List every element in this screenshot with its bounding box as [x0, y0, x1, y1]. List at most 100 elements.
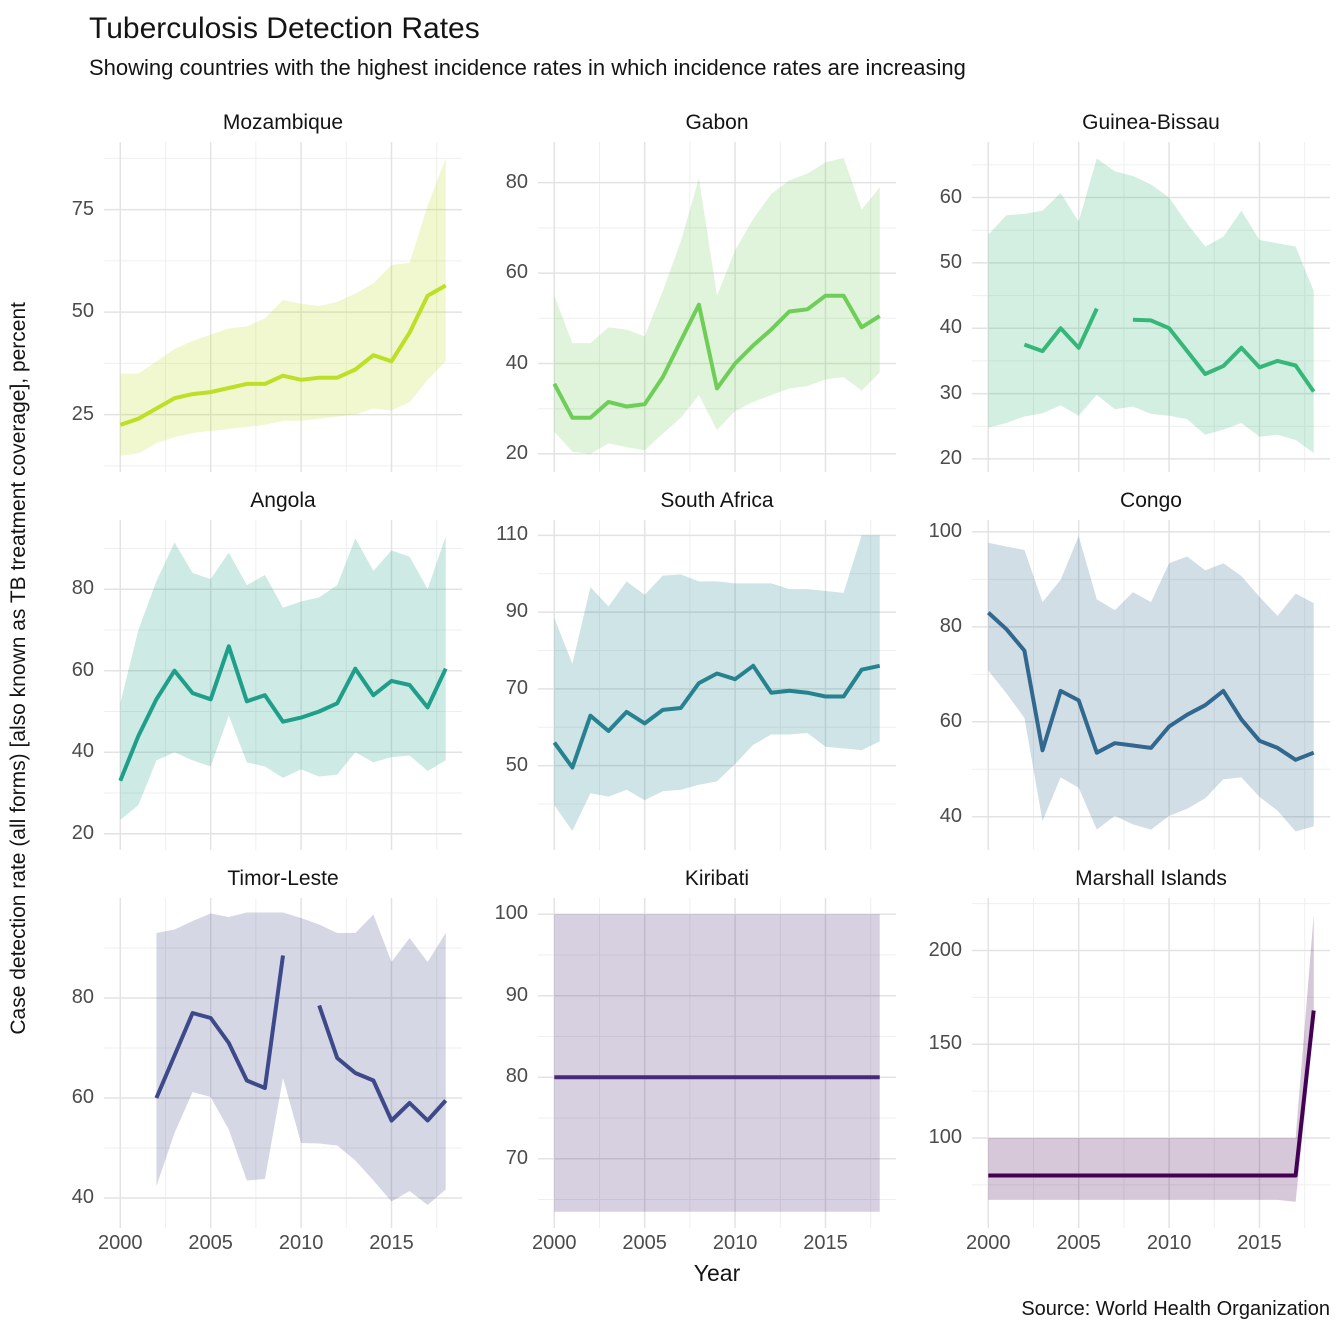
x-tick-label: 2000 — [532, 1232, 577, 1254]
y-tick-label: 25 — [71, 402, 94, 425]
confidence-ribbon — [156, 912, 446, 1205]
y-axis-labels: 20 30 40 50 60 — [908, 142, 972, 472]
y-tick-label: 30 — [939, 381, 962, 404]
x-tick-label: 2010 — [712, 1232, 758, 1254]
y-tick-label: 40 — [71, 1186, 94, 1208]
facet-plot-row: 50 70 90 110 — [474, 520, 908, 850]
y-tick-label: 20 — [505, 441, 528, 464]
x-tick-label: 2005 — [622, 1232, 667, 1254]
y-tick-label: 80 — [505, 1065, 528, 1088]
y-tick-label: 80 — [939, 614, 962, 637]
y-tick-label: 50 — [71, 300, 94, 323]
y-tick-label: 40 — [939, 316, 962, 339]
facet-plot-row: 70 80 90 100 — [474, 898, 908, 1228]
facet-title: Congo — [1120, 489, 1182, 512]
chart-header: Tuberculosis Detection Rates Showing cou… — [89, 12, 966, 81]
y-tick-label: 60 — [71, 1086, 94, 1108]
facet-plot-row: 100 150 200 — [908, 898, 1342, 1228]
trend-line — [552, 663, 881, 770]
facet-grid: Mozambique 25 50 75 Gabon 20 40 60 80 Guinea-… — [40, 108, 1342, 1254]
y-tick-label: 90 — [505, 983, 528, 1006]
chart-svg — [538, 520, 896, 850]
y-axis-labels: 20 40 60 80 — [474, 142, 538, 472]
chart-svg — [972, 898, 1330, 1228]
facet-plot-row: 40 60 80 — [40, 898, 474, 1228]
x-tick-label: 2015 — [369, 1232, 414, 1254]
facet-plot-row: 20 40 60 80 — [40, 520, 474, 850]
chart-subtitle: Showing countries with the highest incid… — [89, 55, 966, 80]
y-axis-labels: 50 70 90 110 — [474, 520, 538, 850]
y-axis-labels: 20 40 60 80 — [40, 520, 104, 850]
confidence-ribbon — [554, 157, 880, 454]
panel-plot-area — [972, 898, 1330, 1228]
facet-plot-row: 40 60 80 100 — [908, 520, 1342, 850]
confidence-ribbon — [120, 158, 446, 456]
facet-title: Gabon — [685, 111, 749, 134]
y-axis-labels: 100 150 200 — [908, 898, 972, 1228]
x-axis-title: Year — [693, 1260, 741, 1286]
trend-line — [986, 611, 1315, 762]
facet-mozambique: Mozambique 25 50 75 — [40, 108, 474, 472]
chart-svg — [104, 898, 462, 1228]
y-axis-labels: 70 80 90 100 — [474, 898, 538, 1228]
y-tick-label: 60 — [505, 261, 528, 284]
y-tick-label: 75 — [71, 197, 94, 220]
facet-guinea-bissau: Guinea-Bissau 20 30 40 50 60 — [908, 108, 1342, 472]
chart-svg — [538, 142, 896, 472]
x-tick-label: 2000 — [98, 1232, 143, 1254]
confidence-ribbon — [988, 158, 1314, 454]
x-tick-label: 2015 — [803, 1232, 848, 1254]
facet-title: Mozambique — [222, 111, 344, 134]
facet-timor-leste: Timor-Leste 40 60 80 2000 2005 2010 2015 — [40, 864, 474, 1254]
y-tick-label: 80 — [71, 577, 94, 600]
confidence-ribbon — [988, 914, 1314, 1202]
y-tick-label: 50 — [939, 250, 962, 273]
panel-plot-area — [538, 142, 896, 472]
y-tick-label: 40 — [939, 804, 962, 827]
y-tick-label: 50 — [505, 753, 528, 776]
chart-svg — [972, 520, 1330, 850]
chart-svg — [972, 142, 1330, 472]
y-axis-title-text: Case detection rate (all forms) [also kn… — [7, 301, 30, 1035]
y-tick-label: 60 — [71, 658, 94, 681]
confidence-ribbon — [120, 536, 446, 820]
facet-angola: Angola 20 40 60 80 — [40, 486, 474, 850]
panel-plot-area — [972, 520, 1330, 850]
x-tick-label: 2005 — [188, 1232, 233, 1254]
facet-title: Marshall Islands — [1075, 867, 1227, 890]
trend-line — [118, 644, 448, 782]
x-tick-label: 2000 — [966, 1232, 1011, 1254]
facet-plot-row: 20 30 40 50 60 — [908, 142, 1342, 472]
confidence-ribbon — [988, 536, 1314, 832]
facet-title: Timor-Leste — [227, 867, 339, 890]
panel-plot-area — [538, 898, 896, 1228]
trend-line — [154, 955, 448, 1123]
y-tick-label: 100 — [928, 1126, 962, 1148]
x-tick-label: 2010 — [278, 1232, 324, 1254]
y-tick-label: 200 — [928, 938, 962, 961]
y-tick-label: 20 — [71, 821, 94, 844]
y-tick-label: 20 — [939, 446, 962, 469]
y-tick-label: 40 — [505, 351, 528, 374]
x-tick-label: 2005 — [1056, 1232, 1101, 1254]
y-tick-label: 40 — [71, 740, 94, 763]
facet-kiribati: Kiribati 70 80 90 100 2000 2005 2010 2015 — [474, 864, 908, 1254]
y-tick-label: 60 — [939, 709, 962, 732]
chart-svg — [104, 520, 462, 850]
facet-title: Guinea-Bissau — [1082, 111, 1220, 134]
panel-plot-area — [972, 142, 1330, 472]
trend-line — [552, 293, 881, 420]
facet-plot-row: 20 40 60 80 — [474, 142, 908, 472]
confidence-ribbon — [554, 535, 880, 831]
trend-line — [119, 283, 447, 427]
chart-svg — [538, 898, 896, 1228]
chart-title: Tuberculosis Detection Rates — [89, 12, 480, 45]
chart-svg — [104, 142, 462, 472]
y-tick-label: 80 — [505, 170, 528, 193]
facet-title: South Africa — [660, 489, 774, 512]
x-tick-label: 2015 — [1237, 1232, 1282, 1254]
facet-congo: Congo 40 60 80 100 — [908, 486, 1342, 850]
trend-line — [1023, 307, 1316, 393]
y-tick-label: 80 — [71, 986, 94, 1008]
